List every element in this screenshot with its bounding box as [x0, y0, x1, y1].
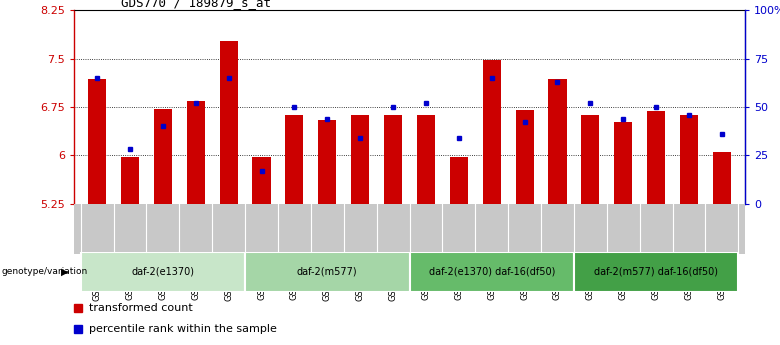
Bar [253, 157, 271, 204]
Text: daf-2(e1370): daf-2(e1370) [131, 267, 194, 277]
Bar [516, 110, 534, 204]
Bar [647, 111, 665, 204]
Text: genotype/variation: genotype/variation [2, 267, 88, 276]
Text: daf-2(m577) daf-16(df50): daf-2(m577) daf-16(df50) [594, 267, 718, 277]
Bar [121, 157, 139, 204]
Bar [713, 152, 731, 204]
Text: GDS770 / 189879_s_at: GDS770 / 189879_s_at [121, 0, 271, 9]
Bar [351, 115, 369, 204]
Bar [285, 115, 303, 204]
Text: percentile rank within the sample: percentile rank within the sample [89, 324, 277, 334]
Bar [548, 79, 566, 204]
Bar [245, 252, 410, 292]
Bar [581, 115, 599, 204]
Bar [450, 157, 468, 204]
Bar [410, 252, 574, 292]
Text: daf-2(e1370) daf-16(df50): daf-2(e1370) daf-16(df50) [428, 267, 555, 277]
Text: transformed count: transformed count [89, 303, 193, 313]
Bar [88, 79, 106, 204]
Bar [680, 115, 698, 204]
Bar [614, 122, 633, 204]
Text: daf-2(m577): daf-2(m577) [297, 267, 357, 277]
Bar [220, 41, 238, 204]
Bar [318, 120, 336, 204]
Bar [384, 115, 402, 204]
Bar [80, 252, 245, 292]
Bar [154, 109, 172, 204]
Bar [417, 115, 435, 204]
Text: ▶: ▶ [61, 267, 69, 277]
Bar [574, 252, 739, 292]
Bar [186, 100, 205, 204]
Bar [483, 60, 501, 204]
